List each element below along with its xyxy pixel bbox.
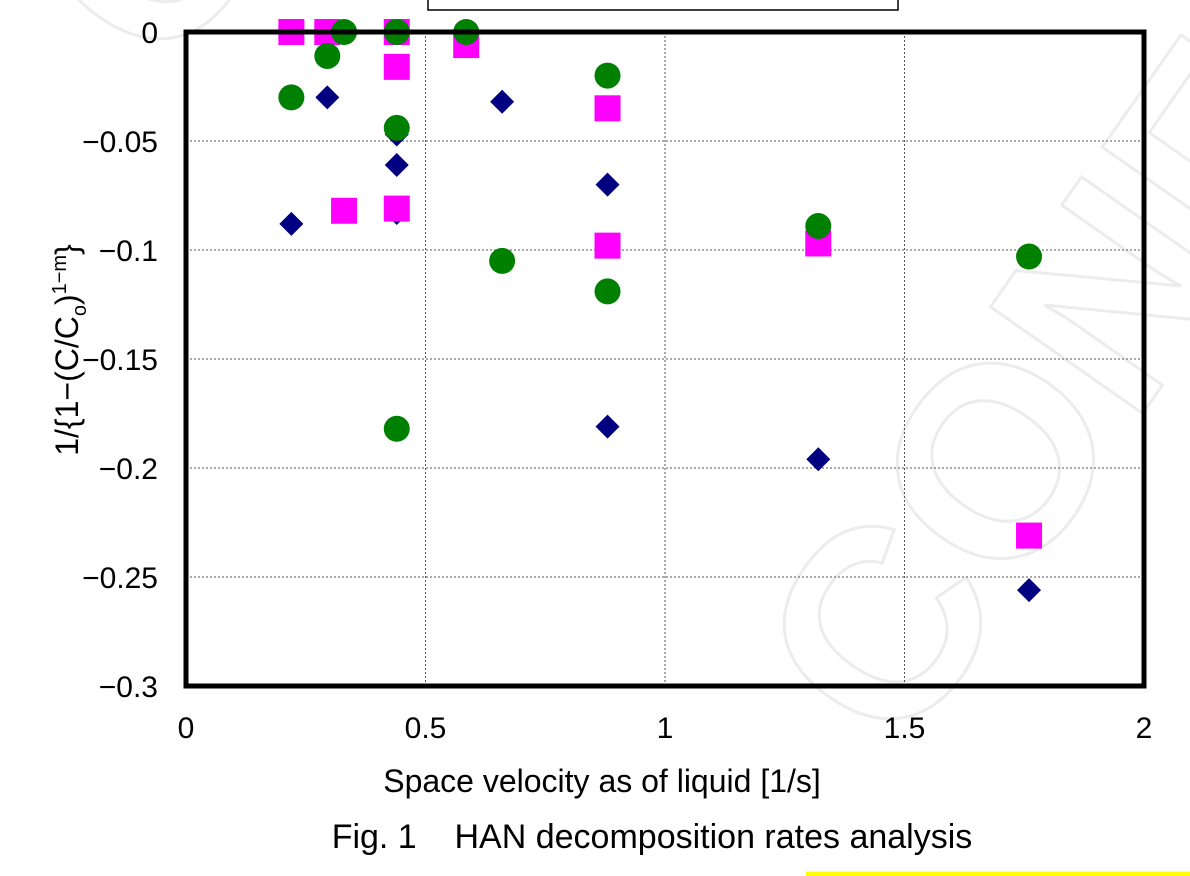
- y-tick-label: −0.05: [82, 126, 158, 159]
- y-axis-title-sup: 1−m: [49, 255, 71, 294]
- y-axis-title-sub: o: [69, 305, 91, 316]
- circle-marker: [278, 84, 305, 111]
- diamond-marker: [595, 414, 620, 439]
- y-tick-label: −0.2: [99, 453, 158, 486]
- legend-box: [427, 0, 899, 11]
- diamond-marker: [384, 152, 409, 177]
- y-axis-title-close: }: [49, 244, 85, 255]
- square-marker: [331, 197, 358, 224]
- diamond-marker: [490, 89, 515, 114]
- x-tick-label: 2: [1136, 712, 1153, 745]
- figure-caption: Fig. 1 HAN decomposition rates analysis: [332, 818, 973, 856]
- y-axis-title: 1/{1−(C/Co)1−m}: [49, 244, 91, 456]
- circle-marker: [805, 213, 832, 240]
- diamond-marker: [595, 172, 620, 197]
- tick-labels: 0 0.5 1 1.5 2 0 −0.05 −0.1 −0.15 −0.2 −0.25 −0.3: [82, 17, 1152, 745]
- circle-marker: [314, 42, 341, 69]
- diamond-marker: [806, 447, 831, 472]
- square-marker: [1016, 522, 1043, 549]
- square-marker: [594, 95, 621, 122]
- circle-marker: [383, 415, 410, 442]
- circle-marker: [489, 247, 516, 274]
- y-tick-label: 0: [141, 17, 158, 50]
- diamond-marker: [1017, 578, 1042, 603]
- x-tick-label: 0: [178, 712, 195, 745]
- y-tick-label: −0.25: [82, 562, 158, 595]
- circle-marker: [594, 278, 621, 305]
- x-tick-label: 1.5: [884, 712, 926, 745]
- y-tick-label: −0.3: [99, 671, 158, 704]
- circle-marker: [1016, 243, 1043, 270]
- square-marker: [383, 53, 410, 80]
- x-axis-title: Space velocity as of liquid [1/s]: [383, 763, 821, 799]
- y-axis-title-main: 1/{1−(C/C: [49, 316, 85, 456]
- square-marker: [383, 195, 410, 222]
- diamond-marker: [315, 85, 340, 110]
- square-marker: [594, 232, 621, 259]
- x-tick-label: 1: [657, 712, 674, 745]
- circle-marker: [383, 114, 410, 141]
- data-markers: [278, 19, 1043, 603]
- y-axis-title-paren: ): [49, 294, 85, 305]
- circle-marker: [594, 62, 621, 89]
- svg-text:CONF: CONF: [701, 0, 1190, 793]
- plot-area-frame: [183, 29, 1147, 689]
- y-tick-label: −0.15: [82, 344, 158, 377]
- x-tick-label: 0.5: [405, 712, 447, 745]
- y-tick-label: −0.1: [99, 235, 158, 268]
- grid-lines: [186, 32, 1144, 686]
- diamond-marker: [279, 211, 304, 236]
